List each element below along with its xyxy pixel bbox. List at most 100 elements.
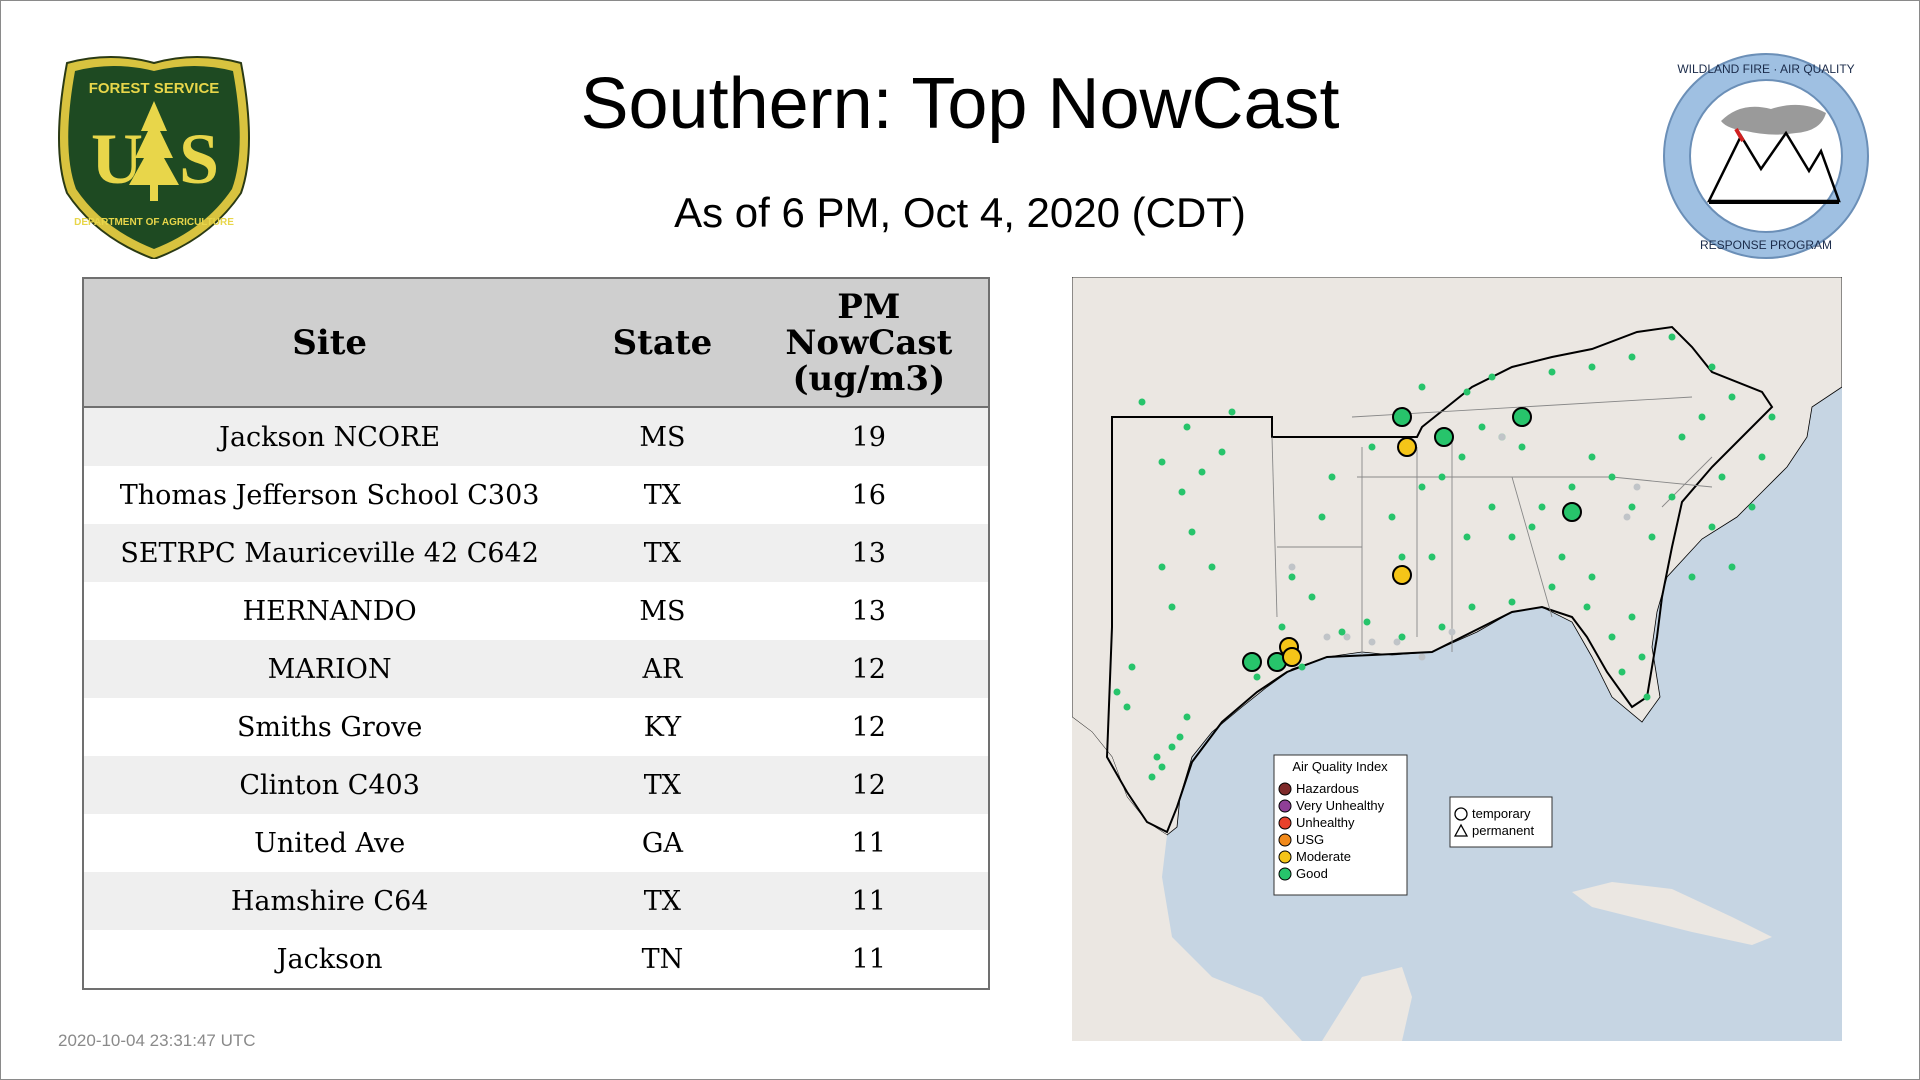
monitor-marker [1698,413,1706,421]
col-header-site: Site [83,278,576,408]
monitor-marker [1228,408,1236,416]
monitor-marker-gray [1623,513,1631,521]
monitor-marker-gray [1393,638,1401,646]
monitor-marker [1318,513,1326,521]
monitor-marker [1158,563,1166,571]
cell-state: KY [575,698,750,756]
col-header-state: State [575,278,750,408]
monitor-marker [1328,473,1336,481]
table-row: Hamshire C64 TX 11 [83,872,989,930]
monitor-marker-gray [1418,653,1426,661]
monitor-marker [1398,553,1406,561]
monitor-marker [1208,563,1216,571]
monitor-marker [1123,703,1131,711]
legend-item-label: Unhealthy [1296,815,1355,830]
monitor-marker [1508,533,1516,541]
pine-tree-icon [129,101,179,185]
legend-permanent: permanent [1472,823,1535,838]
usfs-letter-s: S [179,119,219,199]
monitor-marker [1643,693,1651,701]
monitor-marker [1138,398,1146,406]
table-row: Smiths Grove KY 12 [83,698,989,756]
legend-swatch-icon [1278,867,1292,881]
cell-site: SETRPC Mauriceville 42 C642 [83,524,576,582]
monitor-marker [1198,468,1206,476]
legend-item-label: Hazardous [1296,781,1359,796]
monitor-marker [1183,713,1191,721]
temporary-monitor-marker [1512,407,1532,427]
legend-item-label: USG [1296,832,1324,847]
monitor-marker [1628,353,1636,361]
monitor-marker-gray [1448,628,1456,636]
legend-swatch-icon [1278,782,1292,796]
monitor-marker [1468,603,1476,611]
monitor-marker [1728,393,1736,401]
monitor-marker [1588,363,1596,371]
cell-site: United Ave [83,814,576,872]
monitor-marker [1758,453,1766,461]
monitor-marker [1688,573,1696,581]
monitor-marker [1128,663,1136,671]
table-row: Jackson NCORE MS 19 [83,407,989,466]
monitor-marker [1298,663,1306,671]
monitor-marker-gray [1323,633,1331,641]
monitor-marker [1668,493,1676,501]
wildland-top-text: WILDLAND FIRE · AIR QUALITY [1677,62,1854,76]
monitor-marker [1488,503,1496,511]
monitor-marker [1363,618,1371,626]
cell-value: 12 [749,698,989,756]
cell-value: 12 [749,640,989,698]
cell-site: Jackson NCORE [83,407,576,466]
cell-site: Thomas Jefferson School C303 [83,466,576,524]
cell-value: 13 [749,524,989,582]
monitor-marker [1678,433,1686,441]
monitor-marker [1608,633,1616,641]
monitor-marker [1338,628,1346,636]
temporary-monitor-marker [1562,502,1582,522]
monitor-marker [1388,513,1396,521]
cell-site: Jackson [83,930,576,989]
temporary-circle-icon [1454,807,1468,821]
monitor-marker [1648,533,1656,541]
monitor-marker-gray [1633,483,1641,491]
legend-item-label: Good [1296,866,1328,881]
table-row: HERNANDO MS 13 [83,582,989,640]
monitor-marker [1308,593,1316,601]
monitor-marker [1463,533,1471,541]
cell-value: 11 [749,872,989,930]
monitor-marker [1628,503,1636,511]
monitor-marker [1768,413,1776,421]
monitor-marker [1558,553,1566,561]
monitor-marker [1288,573,1296,581]
legend-swatch-icon [1278,799,1292,813]
cell-state: GA [575,814,750,872]
monitor-marker [1183,423,1191,431]
monitor-marker [1538,503,1546,511]
cell-value: 11 [749,814,989,872]
cell-site: Hamshire C64 [83,872,576,930]
monitor-marker [1113,688,1121,696]
legend-swatch-icon [1278,833,1292,847]
monitor-marker [1638,653,1646,661]
monitor-marker [1463,388,1471,396]
temporary-monitor-marker [1392,565,1412,585]
table-header-row: Site State PM NowCast (ug/m3) [83,278,989,408]
monitor-marker [1488,373,1496,381]
col-header-pm-nowcast: PM NowCast (ug/m3) [749,278,989,408]
monitor-marker [1218,448,1226,456]
cell-state: TX [575,524,750,582]
monitor-marker [1158,458,1166,466]
cell-state: TX [575,872,750,930]
monitor-marker [1478,423,1486,431]
page-title: Southern: Top NowCast [580,64,1340,144]
forest-service-shield-logo: FOREST SERVICE U S DEPARTMENT OF AGRICUL… [58,56,250,259]
monitor-marker [1708,523,1716,531]
monitor-marker [1508,598,1516,606]
cell-state: MS [575,582,750,640]
table-row: SETRPC Mauriceville 42 C642 TX 13 [83,524,989,582]
monitor-marker [1628,613,1636,621]
monitor-marker [1153,753,1161,761]
monitor-marker [1748,503,1756,511]
temporary-monitor-marker [1242,652,1262,672]
